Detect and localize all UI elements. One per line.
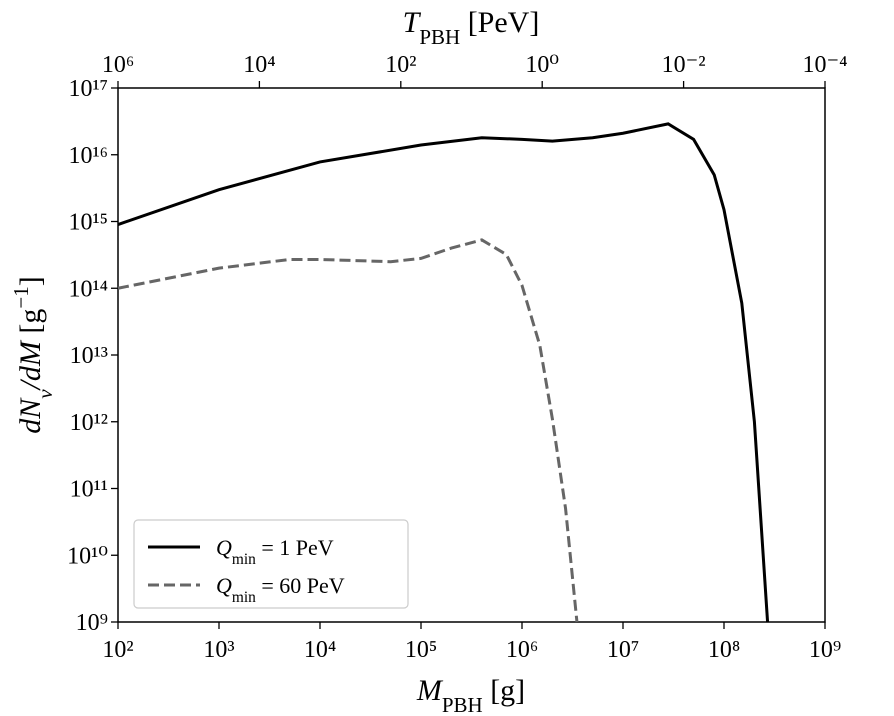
x2-tick-label: 10² bbox=[385, 52, 416, 78]
y-tick-label: 10¹¹ bbox=[70, 477, 108, 503]
legend-label: Qmin = 1 PeV bbox=[216, 535, 334, 568]
y-tick-label: 10¹⁵ bbox=[68, 210, 108, 236]
legend-box bbox=[133, 519, 409, 609]
y-axis-label: dNν/dM [g−1] bbox=[9, 276, 57, 434]
x-tick-label: 10⁷ bbox=[607, 637, 639, 663]
y-tick-label: 10¹⁰ bbox=[67, 543, 108, 569]
label-part: PBH bbox=[419, 25, 460, 49]
label-part: −1 bbox=[9, 286, 33, 308]
y-tick-label: 10⁹ bbox=[76, 610, 108, 636]
x-tick-label: 10⁶ bbox=[506, 637, 538, 663]
label-part: = 60 PeV bbox=[256, 573, 345, 598]
label-part: dN bbox=[14, 397, 47, 434]
label-part: min bbox=[232, 551, 256, 568]
label-part: ] bbox=[14, 276, 47, 286]
legend-label: Qmin = 60 PeV bbox=[216, 573, 345, 606]
y-tick-label: 10¹⁴ bbox=[68, 276, 108, 302]
label-part: /dM bbox=[14, 339, 47, 391]
x-tick-label: 10² bbox=[102, 637, 133, 663]
series-line bbox=[117, 122, 770, 623]
y-tick-label: 10¹⁷ bbox=[68, 76, 108, 102]
x2-tick-label: 10⁻⁴ bbox=[802, 52, 847, 78]
x-axis-label: MPBH [g] bbox=[416, 674, 525, 716]
label-part: = 1 PeV bbox=[256, 535, 334, 560]
label-part: min bbox=[232, 589, 256, 606]
x2-axis-label: TPBH [PeV] bbox=[403, 6, 540, 49]
label-part: Q bbox=[216, 535, 232, 560]
label-part: ν bbox=[33, 389, 57, 399]
y-tick-label: 10¹³ bbox=[70, 343, 108, 369]
x2-tick-label: 10⁴ bbox=[243, 52, 275, 78]
label-part: M bbox=[416, 674, 444, 707]
x2-tick-label: 10⁻² bbox=[662, 52, 706, 78]
series-line bbox=[117, 238, 579, 623]
label-part: Q bbox=[216, 573, 232, 598]
label-part: [PeV] bbox=[460, 6, 539, 39]
y-tick-label: 10¹⁶ bbox=[68, 143, 108, 169]
label-part: [g] bbox=[483, 674, 525, 707]
label-part: T bbox=[403, 6, 422, 39]
x-tick-label: 10⁵ bbox=[405, 637, 437, 663]
x-tick-label: 10³ bbox=[203, 637, 234, 663]
x-tick-label: 10⁸ bbox=[708, 637, 740, 663]
x2-tick-label: 10⁰ bbox=[525, 52, 559, 78]
x-tick-label: 10⁴ bbox=[304, 637, 336, 663]
label-part: PBH bbox=[442, 693, 483, 716]
x-tick-label: 10⁹ bbox=[809, 637, 841, 663]
label-part: [g bbox=[14, 309, 47, 342]
x2-tick-label: 10⁶ bbox=[102, 52, 134, 78]
y-tick-label: 10¹² bbox=[70, 410, 108, 436]
